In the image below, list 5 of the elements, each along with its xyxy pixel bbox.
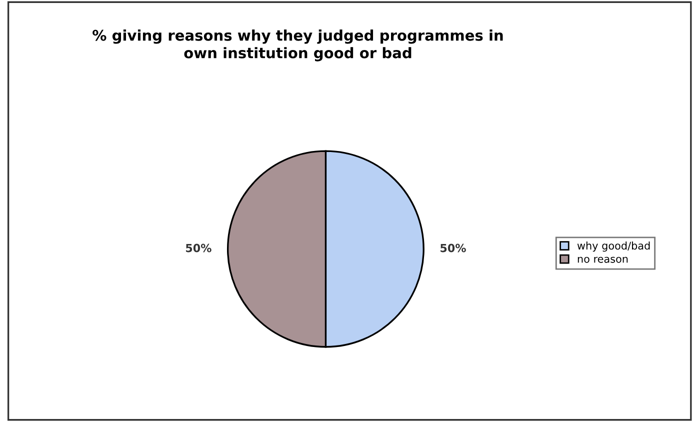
data-label: 50% [186, 244, 212, 252]
legend-label: why good/bad [577, 242, 650, 252]
chart-title: % giving reasons why they judged programmes in own institution good or bad [92, 30, 503, 62]
legend-label: no reason [578, 256, 628, 263]
data-label: 50% [440, 244, 466, 252]
